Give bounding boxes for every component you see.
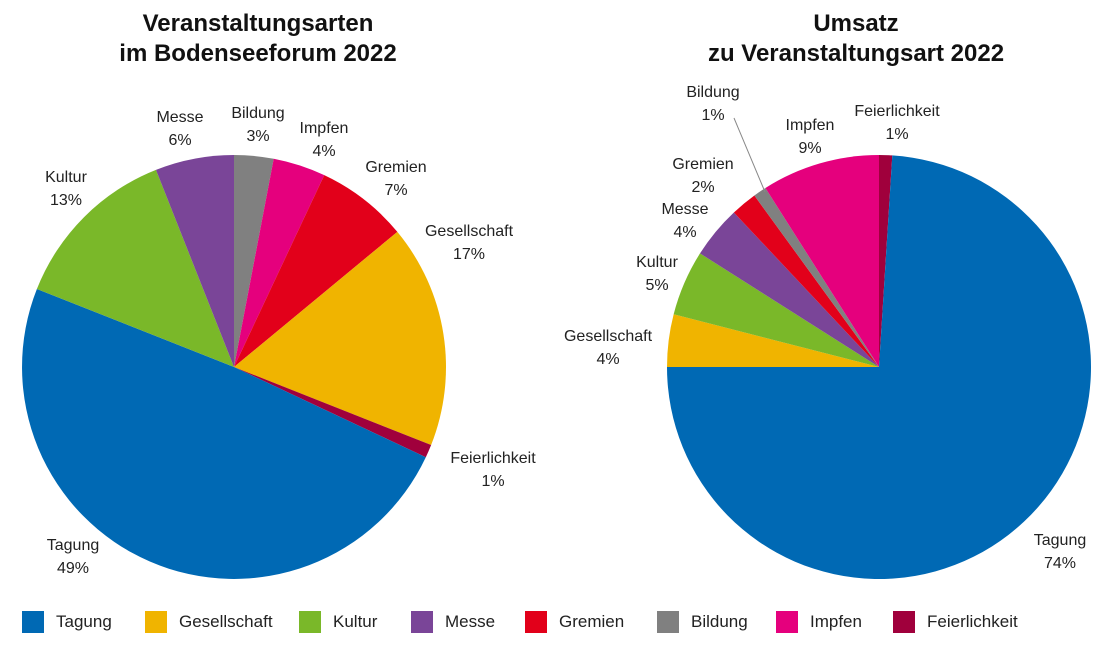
chart-title-line-2: zu Veranstaltungsart 2022	[708, 40, 1004, 67]
legend-swatch	[299, 611, 321, 633]
slice-label-name: Messe	[661, 201, 708, 218]
pie-slice-kultur	[36, 169, 234, 367]
pie-slice-gremien	[733, 195, 879, 367]
slice-label-value: 2%	[691, 179, 714, 196]
legend-swatch	[776, 611, 798, 633]
pie-slice-gesellschaft	[667, 314, 879, 367]
slice-label-name: Impfen	[786, 117, 835, 134]
legend: Tagung Gesellschaft Kultur Messe Gremien Bild…	[0, 608, 1114, 638]
slice-label-name: Gesellschaft	[564, 328, 653, 345]
slice-labels: Feierlichkeit 1% Tagung 74% Gesellschaft 4% Ku…	[564, 84, 1086, 572]
chart-title-line-1: Umsatz	[813, 10, 898, 37]
slice-label-name: Kultur	[636, 254, 678, 271]
pie-slice-gremien	[234, 175, 398, 367]
pie-charts: Veranstaltungsarten im Bodenseeforum 202…	[22, 10, 1091, 580]
slice-label-value: 4%	[673, 224, 696, 241]
slice-label-value: 1%	[885, 126, 908, 143]
pie-slice-tagung	[22, 288, 426, 579]
legend-label: Tagung	[56, 612, 112, 631]
legend-item-tagung: Tagung	[22, 608, 112, 636]
slice-label-value: 9%	[798, 140, 821, 157]
slice-label-name: Feierlichkeit	[450, 450, 536, 467]
legend-item-impfen: Impfen	[776, 608, 862, 636]
slice-label-value: 5%	[645, 277, 668, 294]
legend-item-kultur: Kultur	[299, 608, 377, 636]
slice-label-value: 3%	[246, 128, 269, 145]
chart-title-line-1: Veranstaltungsarten	[143, 10, 374, 37]
slice-label-value: 1%	[701, 107, 724, 124]
slice-label-value: 6%	[168, 132, 191, 149]
slice-label-value: 74%	[1044, 555, 1076, 572]
slice-label-name: Gremien	[365, 159, 426, 176]
pie-slice-bildung	[754, 188, 879, 367]
legend-swatch	[525, 611, 547, 633]
legend-item-gremien: Gremien	[525, 608, 624, 636]
slice-label-name: Tagung	[1034, 532, 1087, 549]
slice-label-name: Impfen	[300, 120, 349, 137]
slice-label-value: 49%	[57, 560, 89, 577]
slice-label-value: 4%	[596, 351, 619, 368]
slice-label-value: 17%	[453, 246, 485, 263]
pie-slice-feierlichkeit	[234, 367, 432, 458]
legend-item-messe: Messe	[411, 608, 495, 636]
pie-slice-messe	[700, 212, 879, 367]
legend-swatch	[411, 611, 433, 633]
leader-line	[733, 117, 766, 193]
chart-veranstaltungsarten: Veranstaltungsarten im Bodenseeforum 202…	[22, 10, 536, 579]
legend-swatch	[145, 611, 167, 633]
legend-swatch	[893, 611, 915, 633]
legend-label: Feierlichkeit	[927, 612, 1018, 631]
slice-label-name: Tagung	[47, 537, 100, 554]
pie-slice-messe	[155, 155, 234, 367]
legend-swatch	[22, 611, 44, 633]
pie-slice-impfen	[234, 158, 325, 367]
slice-label-name: Messe	[156, 109, 203, 126]
legend-swatch	[657, 611, 679, 633]
legend-label: Impfen	[810, 612, 862, 631]
chart-umsatz: Umsatz zu Veranstaltungsart 2022 Feierli…	[564, 10, 1091, 580]
slice-label-value: 1%	[481, 473, 504, 490]
pie-slices	[22, 155, 446, 579]
slice-label-name: Bildung	[686, 84, 739, 101]
slice-label-name: Gremien	[672, 156, 733, 173]
legend-item-feierlichkeit: Feierlichkeit	[893, 608, 1018, 636]
chart-title-line-2: im Bodenseeforum 2022	[119, 40, 396, 67]
legend-item-bildung: Bildung	[657, 608, 748, 636]
slice-label-value: 13%	[50, 192, 82, 209]
legend-label: Messe	[445, 612, 496, 631]
legend-label: Gesellschaft	[179, 612, 273, 631]
legend-label: Gremien	[559, 612, 625, 631]
legend-label: Kultur	[333, 612, 378, 631]
pie-slice-impfen	[765, 155, 879, 367]
legend-item-gesellschaft: Gesellschaft	[145, 608, 273, 636]
slice-label-name: Kultur	[45, 169, 87, 186]
slice-label-name: Bildung	[231, 105, 284, 122]
pie-slice-feierlichkeit	[879, 155, 893, 367]
slice-label-value: 7%	[384, 182, 407, 199]
pie-slice-gesellschaft	[234, 231, 446, 446]
pie-slice-kultur	[673, 253, 879, 367]
pie-slices	[667, 155, 1091, 580]
slice-label-name: Feierlichkeit	[854, 103, 940, 120]
slice-label-name: Gesellschaft	[425, 223, 514, 240]
pie-slice-tagung	[667, 155, 1091, 580]
pie-slice-bildung	[234, 155, 274, 367]
legend-label: Bildung	[691, 612, 748, 631]
slice-labels: Bildung 3% Impfen 4% Gremien 7% Gesellschaft 17…	[45, 105, 536, 577]
slice-label-value: 4%	[312, 143, 335, 160]
